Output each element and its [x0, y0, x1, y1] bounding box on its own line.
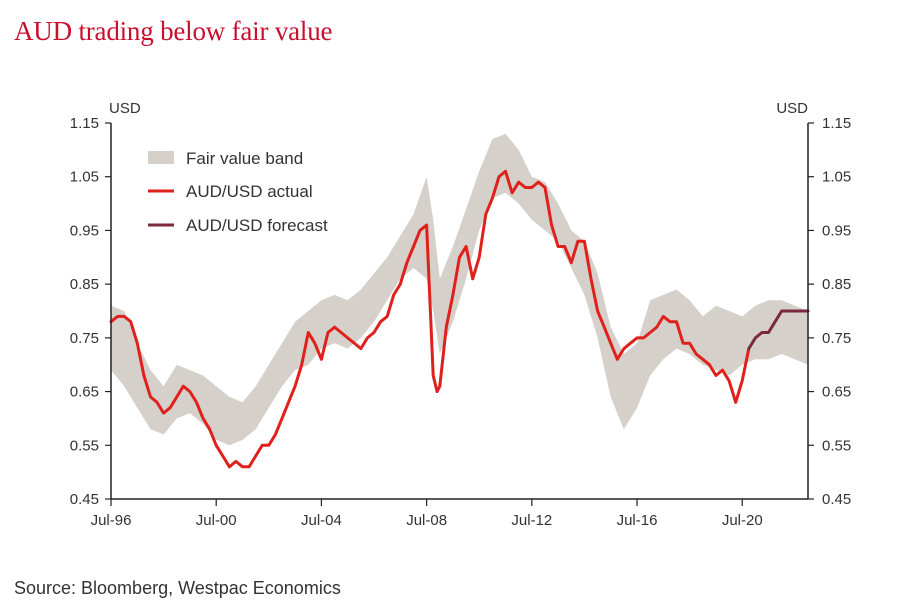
legend-label-fair-value-band: Fair value band: [186, 149, 303, 168]
y-tick-label-right: 0.95: [822, 222, 851, 239]
y-tick-label-right: 1.15: [822, 115, 851, 132]
y-tick-label-left: 0.85: [70, 276, 99, 293]
x-tick-label: Jul-00: [196, 512, 237, 529]
x-tick-label: Jul-04: [301, 512, 342, 529]
legend-label-aud-usd-forecast: AUD/USD forecast: [186, 216, 328, 235]
legend-swatch-fair-value-band: [148, 151, 174, 164]
x-tick-label: Jul-12: [511, 512, 552, 529]
legend-label-aud-usd-actual: AUD/USD actual: [186, 182, 313, 201]
x-tick-label: Jul-08: [406, 512, 447, 529]
source-note: Source: Bloomberg, Westpac Economics: [14, 578, 341, 598]
y-tick-label-left: 1.05: [70, 169, 99, 186]
y-tick-label-left: 0.65: [70, 384, 99, 401]
x-tick-label: Jul-20: [722, 512, 763, 529]
legend-layer: Fair value band AUD/USD actual AUD/USD for…: [148, 149, 328, 235]
y-tick-label-right: 0.75: [822, 330, 851, 347]
series-aud-usd-forecast: [747, 309, 810, 351]
y-tick-label-left: 0.95: [70, 222, 99, 239]
y-tick-label-left: 0.55: [70, 437, 99, 454]
y-tick-label-left: 0.75: [70, 330, 99, 347]
band-layer: [111, 133, 808, 446]
y-tick-label-left: 0.45: [70, 491, 99, 508]
line-layer: [109, 169, 810, 469]
y-tick-label-right: 0.65: [822, 384, 851, 401]
y-tick-label-left: 1.15: [70, 115, 99, 132]
y-tick-label-right: 0.45: [822, 491, 851, 508]
y-unit-right: USD: [776, 100, 808, 117]
y-tick-label-right: 0.85: [822, 276, 851, 293]
x-tick-label: Jul-16: [617, 512, 658, 529]
y-tick-label-right: 1.05: [822, 169, 851, 186]
y-unit-left: USD: [109, 100, 141, 117]
axis-layer: 1.15 1.15 1.05 1.05 0.95 0.95 0.85 0.85 0.75 0.75…: [70, 100, 851, 529]
chart-title: AUD trading below fair value: [14, 16, 333, 46]
series-aud-usd-actual: [109, 169, 751, 469]
y-tick-label-right: 0.55: [822, 437, 851, 454]
series-fair-value-band: [111, 133, 808, 446]
x-tick-label: Jul-96: [91, 512, 132, 529]
